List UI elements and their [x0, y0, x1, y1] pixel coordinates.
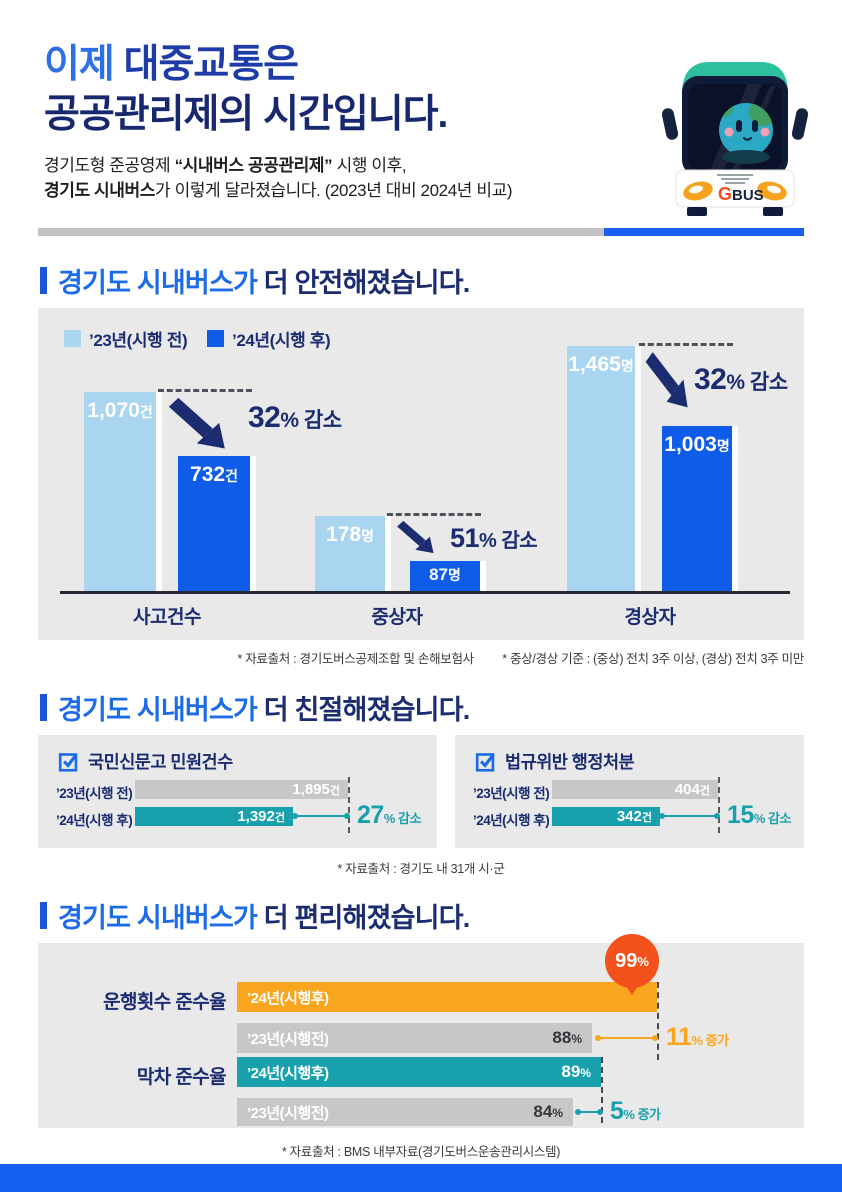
decrease-arrow-icon	[397, 520, 434, 554]
row-label-2024: ’24년(시행 후)	[473, 813, 550, 828]
category-label-accidents: 사고건수	[133, 607, 201, 628]
complaints-card: 국민신문고 민원건수 ’23년(시행 전) 1,895건 ’24년(시행 후) …	[38, 735, 437, 848]
checkbox-icon	[475, 753, 495, 772]
change-badge-violations: 15% 감소	[727, 801, 791, 829]
reference-dash-accidents	[158, 389, 252, 392]
title-bold-part2: 공공관리제	[44, 93, 219, 136]
section2-accent-bar	[40, 694, 47, 721]
legend-swatch-2023	[64, 330, 81, 347]
reference-dash-violations	[718, 777, 720, 833]
category-label-serious: 중상자	[371, 607, 423, 628]
bar-2024-complaints: 1,392건	[135, 807, 293, 826]
checkbox-icon	[58, 753, 78, 772]
change-badge-complaints: 27% 감소	[357, 801, 421, 829]
metric-label-last-bus: 막차 준수율	[136, 1067, 227, 1088]
page-title: 이제 대중교통은 공공관리제의 시간입니다.	[44, 40, 448, 140]
section2-footnote: * 자료출처 : 경기도 내 31개 시·군	[337, 862, 505, 876]
bar-2023-minor-injuries: 1,465명	[567, 346, 635, 591]
decrease-arrow-icon	[168, 397, 225, 449]
bus-illustration: G BUS	[661, 62, 809, 216]
legend-swatch-2024	[207, 330, 224, 347]
metric-label-trip-compliance: 운행횟수 준수율	[103, 992, 226, 1013]
row-label-2024: ’24년(시행 후)	[56, 813, 133, 828]
page-subtitle: 경기도형 준공영제 “시내버스 공공관리제” 시행 이후, 경기도 시내버스가 …	[44, 156, 513, 200]
section2-header: 경기도 시내버스가 더 친절해졌습니다.	[40, 688, 470, 727]
bar-2023-violations: 404건	[552, 780, 718, 799]
section3-header: 경기도 시내버스가 더 편리해졌습니다.	[40, 896, 470, 935]
bar-2024-trip-compliance: ’24년(시행후)	[237, 982, 657, 1012]
bar-2024-last-bus: ’24년(시행후) 89%	[237, 1057, 601, 1087]
gbus-logo-bus: BUS	[732, 187, 764, 204]
title-bold-part1: 대중교통은	[123, 43, 299, 86]
safety-chart-panel: ’23년(시행 전) ’24년(시행 후) 1,070건 732건 32% 감소…	[38, 308, 804, 640]
reference-dash-lastbus	[601, 1057, 603, 1123]
value-balloon-99: 99%	[605, 934, 659, 988]
row-label-2023: ’23년(시행 전)	[473, 786, 550, 801]
violations-card-title: 법규위반 행정처분	[475, 749, 635, 774]
footnote-source: * 자료출처 : 경기도버스공제조합 및 손해보험사	[237, 652, 474, 666]
change-badge-accidents: 32% 감소	[248, 401, 342, 434]
connector-line	[598, 1037, 657, 1039]
reference-dash-minor	[639, 343, 733, 346]
bar-2023-complaints: 1,895건	[135, 780, 348, 799]
connector-line	[578, 1111, 601, 1113]
section3-footnote: * 자료출처 : BMS 내부자료(경기도버스운송관리시스템)	[281, 1145, 561, 1159]
bar-2023-accidents: 1,070건	[84, 392, 156, 591]
x-axis	[60, 591, 790, 594]
connector-line	[295, 815, 348, 817]
bar-2023-serious-injuries: 178명	[315, 516, 385, 591]
header-divider-blue	[604, 228, 804, 236]
gbus-logo-g: G	[718, 184, 732, 204]
bar-2024-minor-injuries: 1,003명	[662, 426, 732, 591]
violations-card: 법규위반 행정처분 ’23년(시행 전) 404건 ’24년(시행 후) 342…	[455, 735, 804, 848]
title-light-part: 이제	[44, 43, 124, 86]
title-regular-part: 의 시간입니다.	[218, 93, 448, 136]
bar-2023-trip-compliance: ’23년(시행전) 88%	[237, 1023, 592, 1053]
change-badge-minor: 32% 감소	[694, 363, 788, 396]
bar-2024-serious-injuries: 87명	[410, 561, 480, 591]
section1-header: 경기도 시내버스가 더 안전해졌습니다.	[40, 261, 470, 300]
legend-2024: ’24년(시행 후)	[207, 326, 331, 351]
convenience-chart-panel: 운행횟수 준수율 ’24년(시행후) 99% ’23년(시행전) 88% 11%…	[38, 934, 804, 1128]
connector-line	[662, 815, 718, 817]
change-badge-lastbus: 5% 증가	[610, 1097, 661, 1125]
reference-dash-complaints	[348, 777, 350, 833]
change-badge-trip: 11% 증가	[666, 1023, 729, 1051]
section1-accent-bar	[40, 267, 47, 294]
change-badge-serious: 51% 감소	[450, 523, 538, 553]
reference-dash-trip	[657, 982, 659, 1060]
row-label-2023: ’23년(시행 전)	[56, 786, 133, 801]
complaints-card-title: 국민신문고 민원건수	[58, 749, 233, 774]
bottom-accent-bar	[0, 1164, 842, 1192]
legend-2023: ’23년(시행 전)	[64, 326, 188, 351]
section3-accent-bar	[40, 902, 47, 929]
footnote-criteria: * 중상/경상 기준 : (중상) 전치 3주 이상, (경상) 전치 3주 미…	[502, 652, 804, 666]
reference-dash-serious	[387, 513, 481, 516]
header-divider-gray	[38, 228, 604, 236]
bar-2024-violations: 342건	[552, 807, 660, 826]
section1-footnotes: * 자료출처 : 경기도버스공제조합 및 손해보험사 * 중상/경상 기준 : …	[0, 648, 804, 667]
bar-2023-last-bus: ’23년(시행전) 84%	[237, 1098, 573, 1126]
bar-2024-accidents: 732건	[178, 456, 250, 591]
category-label-minor: 경상자	[624, 607, 676, 628]
decrease-arrow-icon	[645, 352, 688, 408]
